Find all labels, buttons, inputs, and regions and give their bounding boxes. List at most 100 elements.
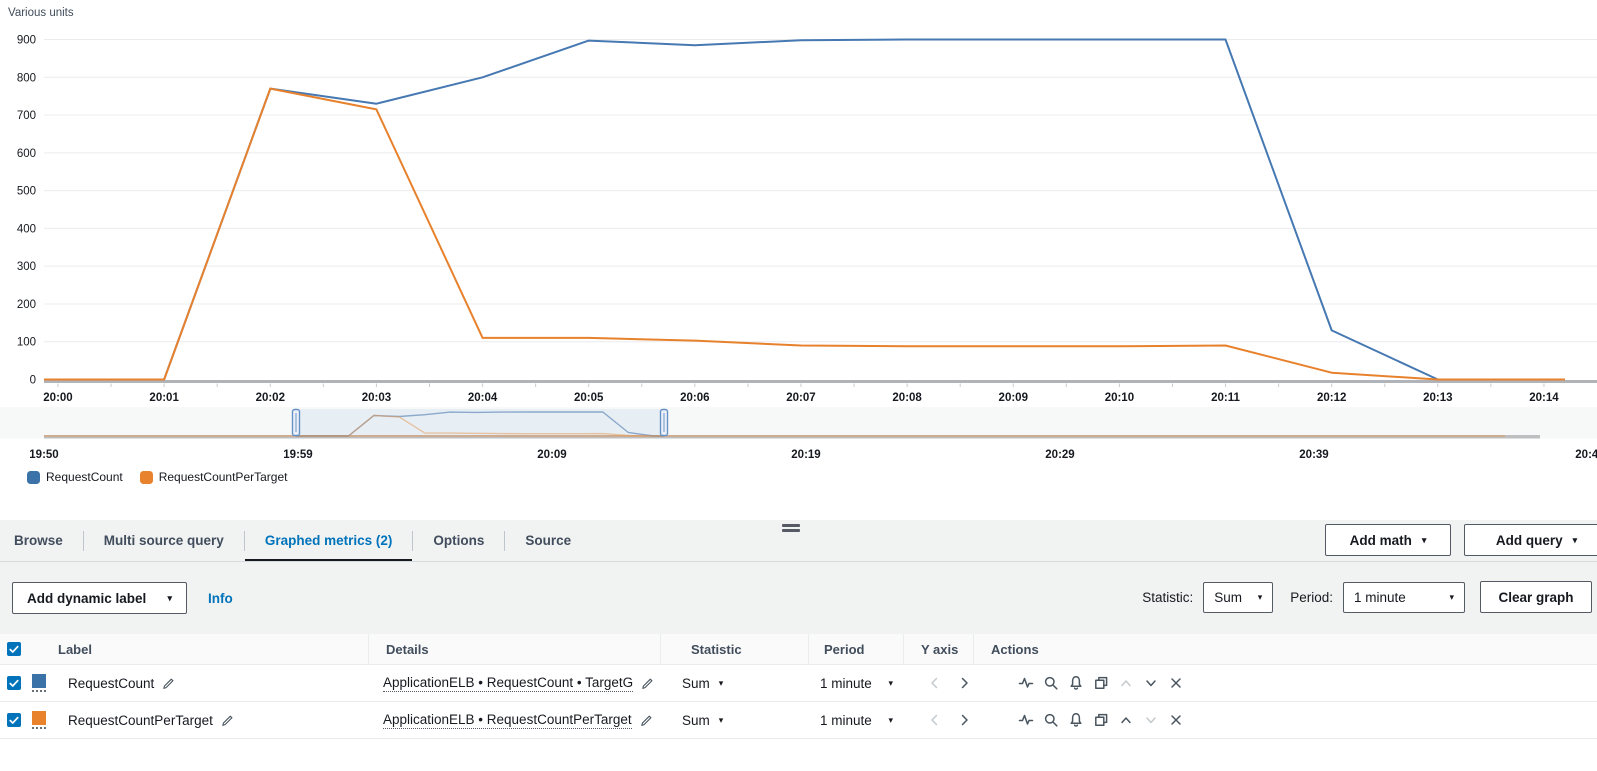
svg-text:20:07: 20:07 <box>786 392 815 404</box>
svg-text:600: 600 <box>17 148 36 160</box>
svg-text:20:08: 20:08 <box>892 392 922 404</box>
move-up-icon[interactable] <box>1118 712 1134 728</box>
duplicate-metric-icon[interactable] <box>1093 675 1109 691</box>
metric-details[interactable]: ApplicationELB • RequestCountPerTarget <box>383 712 632 729</box>
svg-text:400: 400 <box>17 223 36 235</box>
legend-color-swatch <box>140 471 153 484</box>
svg-text:20:01: 20:01 <box>149 392 179 404</box>
create-alarm-bell-icon[interactable] <box>1068 712 1084 728</box>
caret-down-icon: ▾ <box>1573 536 1578 545</box>
duplicate-metric-icon[interactable] <box>1093 712 1109 728</box>
legend-item-requestcountpertarget[interactable]: RequestCountPerTarget <box>140 470 288 484</box>
chart-legend: RequestCount RequestCountPerTarget <box>27 470 287 484</box>
svg-text:20:00: 20:00 <box>43 392 72 404</box>
metrics-config-panel: Browse Multi source query Graphed metric… <box>0 520 1597 771</box>
svg-text:20:06: 20:06 <box>680 392 709 404</box>
move-down-icon[interactable] <box>1143 712 1159 728</box>
select-all-checkbox[interactable] <box>7 642 21 656</box>
column-header-label: Label <box>50 634 368 664</box>
svg-text:20:39: 20:39 <box>1299 449 1328 461</box>
svg-text:20:13: 20:13 <box>1423 392 1452 404</box>
edit-details-icon[interactable] <box>640 676 655 691</box>
svg-text:20:29: 20:29 <box>1045 449 1074 461</box>
tab-options[interactable]: Options <box>413 520 504 562</box>
remove-metric-icon[interactable] <box>1168 675 1184 691</box>
remove-metric-icon[interactable] <box>1168 712 1184 728</box>
metric-label: RequestCount <box>68 676 154 691</box>
svg-text:20:04: 20:04 <box>468 392 498 404</box>
add-dynamic-label-button[interactable]: Add dynamic label▾ <box>12 582 187 614</box>
table-header-row: Label Details Statistic Period Y axis Ac… <box>0 634 1597 665</box>
edit-label-icon[interactable] <box>220 713 235 728</box>
svg-text:100: 100 <box>17 337 36 349</box>
statistic-select[interactable]: Sum▾ <box>1203 582 1273 613</box>
svg-text:200: 200 <box>17 299 36 311</box>
move-up-icon[interactable] <box>1118 675 1134 691</box>
y-axis-right-icon[interactable] <box>956 675 972 691</box>
row-checkbox[interactable] <box>7 676 21 690</box>
add-query-button[interactable]: Add query▾ <box>1464 524 1597 556</box>
legend-color-swatch <box>27 471 40 484</box>
tab-browse[interactable]: Browse <box>1 520 83 562</box>
create-alarm-bell-icon[interactable] <box>1068 675 1084 691</box>
row-statistic-select[interactable]: Sum▾ <box>660 713 808 728</box>
legend-label: RequestCount <box>46 470 123 484</box>
row-period-select[interactable]: 1 minute▾ <box>808 676 903 691</box>
svg-text:20:09: 20:09 <box>537 449 566 461</box>
period-select[interactable]: 1 minute▾ <box>1343 582 1465 613</box>
metric-row-requestcountpertarget: RequestCountPerTarget ApplicationELB • R… <box>0 702 1597 739</box>
sparkline-icon[interactable] <box>1018 712 1034 728</box>
y-axis-left-icon[interactable] <box>927 675 943 691</box>
svg-text:20:11: 20:11 <box>1211 392 1240 404</box>
add-math-button[interactable]: Add math▾ <box>1325 524 1451 556</box>
tab-graphed-metrics[interactable]: Graphed metrics (2) <box>245 520 413 562</box>
clear-graph-button[interactable]: Clear graph <box>1480 581 1592 613</box>
caret-down-icon: ▾ <box>888 679 893 688</box>
svg-text:20:10: 20:10 <box>1105 392 1134 404</box>
row-period-select[interactable]: 1 minute▾ <box>808 713 903 728</box>
tab-multi-source-query[interactable]: Multi source query <box>84 520 244 562</box>
y-axis-left-icon[interactable] <box>927 712 943 728</box>
svg-text:20:12: 20:12 <box>1317 392 1346 404</box>
zoom-metric-icon[interactable] <box>1043 712 1059 728</box>
zoom-metric-icon[interactable] <box>1043 675 1059 691</box>
svg-text:20:02: 20:02 <box>256 392 285 404</box>
svg-text:20:05: 20:05 <box>574 392 604 404</box>
svg-text:19:59: 19:59 <box>283 449 312 461</box>
row-statistic-select[interactable]: Sum▾ <box>660 676 808 691</box>
metric-color-swatch[interactable] <box>32 674 46 692</box>
panel-resize-handle[interactable] <box>782 524 800 534</box>
sparkline-icon[interactable] <box>1018 675 1034 691</box>
move-down-icon[interactable] <box>1143 675 1159 691</box>
caret-down-icon: ▾ <box>167 594 172 603</box>
column-header-period: Period <box>808 634 903 664</box>
svg-text:300: 300 <box>17 261 36 273</box>
column-header-actions: Actions <box>973 634 1597 664</box>
metric-details[interactable]: ApplicationELB • RequestCount • TargetG <box>383 675 633 692</box>
metric-label: RequestCountPerTarget <box>68 713 213 728</box>
edit-details-icon[interactable] <box>639 713 654 728</box>
metric-graph-panel: Various units 01002003004005006007008009… <box>0 0 1597 520</box>
svg-text:700: 700 <box>17 110 36 122</box>
svg-text:900: 900 <box>17 35 36 47</box>
svg-text:20:19: 20:19 <box>791 449 820 461</box>
column-header-details: Details <box>368 634 660 664</box>
tabs-row: Browse Multi source query Graphed metric… <box>0 520 1597 562</box>
svg-text:800: 800 <box>17 72 36 84</box>
tab-source[interactable]: Source <box>505 520 591 562</box>
info-link[interactable]: Info <box>208 591 233 606</box>
timeline-brush[interactable]: 19:5019:5920:0920:1920:2920:3920:49 <box>0 407 1597 465</box>
y-axis-right-icon[interactable] <box>956 712 972 728</box>
caret-down-icon: ▾ <box>719 679 724 688</box>
svg-text:20:49: 20:49 <box>1575 449 1597 461</box>
edit-label-icon[interactable] <box>161 676 176 691</box>
table-footer-space <box>0 739 1597 770</box>
metric-color-swatch[interactable] <box>32 711 46 729</box>
graphed-metrics-table: Label Details Statistic Period Y axis Ac… <box>0 634 1597 770</box>
row-checkbox[interactable] <box>7 713 21 727</box>
legend-item-requestcount[interactable]: RequestCount <box>27 470 123 484</box>
graphed-metrics-toolbar: Add dynamic label▾ Info Statistic: Sum▾ … <box>0 562 1597 634</box>
svg-text:20:14: 20:14 <box>1529 392 1559 404</box>
cloudwatch-metrics-view: Various units 01002003004005006007008009… <box>0 0 1597 771</box>
metrics-line-chart[interactable]: 010020030040050060070080090020:0020:0120… <box>0 0 1597 407</box>
